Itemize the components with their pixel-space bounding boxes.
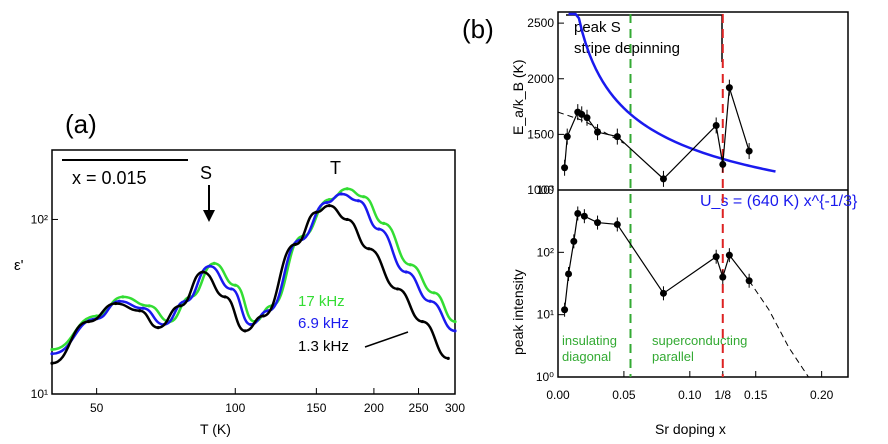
region-right-line-2: parallel [652,349,694,364]
region-left-line-2: diagonal [562,349,611,364]
series-point-0 [233,283,237,287]
series-point-2 [420,319,425,324]
series-point-1 [141,306,145,310]
series-point-1 [117,299,121,303]
series-point-2 [86,319,91,324]
panel-a-x-annotation: x = 0.015 [72,168,147,188]
series-point-1 [229,287,233,291]
series-point-2 [243,329,247,333]
panel-a-frame [51,149,456,395]
panel-a-xlabel: T (K) [200,421,231,437]
panel-a-x-tick-label: 250 [409,401,429,415]
panel-b-frame [557,11,849,378]
peak-s-arrowhead [203,210,215,222]
series-point-2 [223,295,227,299]
bottom-y-tick-label: 10⁰ [536,370,554,384]
series-point-0 [453,319,457,324]
bottom-ylabel: peak intensity [510,269,526,355]
panel-b-xlabel: Sr doping x [655,421,726,437]
top-y-tick-label: 2000 [527,72,554,86]
series-point-2 [314,210,318,214]
series-point-2 [367,247,371,251]
series-point-2 [50,361,54,365]
legend-entry-1: 6.9 kHz [298,315,349,332]
legend-entry-2: 1.3 kHz [298,338,349,355]
series-point-0 [362,195,366,199]
bottom-y-tick-label: 10³ [537,183,554,197]
series-point-0 [121,295,125,299]
region-right-line-1: superconducting [652,333,747,348]
panel-a: (a) x = 0.015 S T ε' T (K) 50 100 150 200 25… [14,109,465,437]
series-point-1 [208,264,212,268]
series-point-1 [356,199,360,203]
panel-b-legend-line-1: peak S [574,19,621,36]
series-point-1 [325,200,329,205]
series-line-0 [51,187,456,351]
series-point-2 [261,314,265,318]
series-point-0 [212,261,216,266]
series-point-1 [339,192,343,196]
panel-a-x-tick-label: 200 [364,401,384,415]
series-point-2 [178,304,182,308]
series-point-0 [147,304,151,308]
panel-b-x-tick-label: 0.00 [546,388,570,402]
top-y-tick-label: 1500 [527,127,554,141]
panel-b-legend-line-2: stripe depinning [574,40,680,57]
top-y-tick-label: 1000 [527,183,554,197]
fit-label: U_s = (640 K) x^{-1/3} [700,193,858,210]
series-point-0 [382,221,386,225]
series-point-0 [432,291,436,295]
panel-b-label: (b) [462,14,494,44]
region-left-line-1: insulating [562,333,617,348]
panel-a-y-tick-label: 10² [31,212,48,226]
series-line-2 [51,204,449,365]
top-y-tick-label: 2500 [527,16,554,30]
series-point-0 [50,347,54,352]
top-connect-line [563,87,750,180]
panel-b-x-tick-label: 1/8 [714,388,731,402]
bottom-y-tick-label: 10² [537,245,554,259]
series-point-2 [156,326,160,330]
panel-a-x-tick-label: 300 [445,401,465,415]
bottom-y-tick-label: 10¹ [537,308,554,322]
panel-a-y-tick-label: 10¹ [31,387,48,401]
panel-b-x-tick-label: 0.20 [810,388,834,402]
panel-a-x-tick-label: 50 [90,401,104,415]
series-point-0 [408,263,412,267]
series-point-1 [50,352,54,356]
legend-entry-0: 17 kHz [298,293,345,310]
series-point-2 [345,217,349,222]
panel-a-label: (a) [65,109,97,139]
series-point-1 [377,227,381,231]
panel-b: (b) peak S stripe depinning E_a/k_B (K) … [462,11,858,437]
series-point-1 [404,270,408,274]
legend-pointer [364,331,409,348]
panel-a-ylabel: ε' [14,257,24,274]
series-point-2 [293,242,297,246]
peak-s-label: S [200,163,212,183]
bottom-connect-line [563,212,750,310]
series-point-1 [453,329,457,333]
series-point-2 [201,270,205,274]
panel-a-x-tick-label: 100 [225,401,245,415]
series-point-2 [114,301,118,306]
panel-b-x-tick-label: 0.15 [744,388,768,402]
series-point-0 [345,187,349,191]
panel-b-x-tick-label: 0.10 [678,388,702,402]
fit-curve [568,12,776,173]
series-point-2 [446,356,450,360]
series-point-2 [138,309,142,313]
panel-a-x-tick-label: 150 [306,401,326,415]
peak-t-label: T [330,158,341,178]
bottom-dash-tail [748,280,809,378]
series-point-2 [327,204,331,208]
top-ylabel: E_a/k_B (K) [510,60,526,135]
series-line-1 [51,192,456,356]
series-point-1 [428,299,432,303]
panel-b-x-tick-label: 0.05 [612,388,636,402]
series-point-2 [395,287,400,291]
